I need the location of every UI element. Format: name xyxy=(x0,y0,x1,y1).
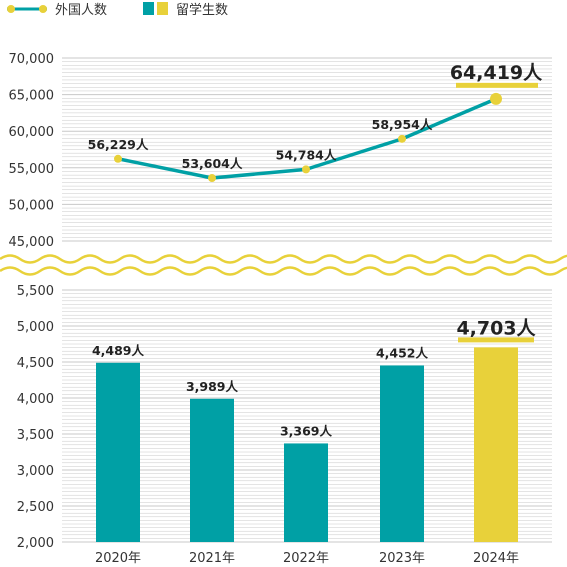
y-tick-label: 4,000 xyxy=(17,392,54,407)
line-series xyxy=(114,92,502,183)
x-tick-label: 2023年 xyxy=(379,551,425,566)
y-tick-label: 55,000 xyxy=(9,162,55,177)
y-tick-label: 5,500 xyxy=(17,284,54,299)
line-point xyxy=(490,92,502,105)
data-label: 58,954人 xyxy=(372,117,433,132)
data-label: 53,604人 xyxy=(182,156,243,171)
bar xyxy=(474,347,518,542)
line-point xyxy=(398,134,406,143)
data-label: 4,452人 xyxy=(376,345,429,360)
data-label: 4,489人 xyxy=(92,343,145,358)
legend-swatch-teal xyxy=(143,2,154,15)
bar-series xyxy=(96,347,518,542)
highlight-underline xyxy=(456,82,538,88)
break-wave-upper xyxy=(0,254,567,264)
axis-break-wave xyxy=(0,248,567,282)
legend-label-bars: 留学生数 xyxy=(176,2,228,18)
x-tick-label: 2021年 xyxy=(189,551,235,566)
break-wave-lower xyxy=(0,266,567,276)
data-label: 3,989人 xyxy=(186,379,239,394)
data-label: 64,419人 xyxy=(450,62,543,84)
x-tick-label: 2020年 xyxy=(95,551,141,566)
bar xyxy=(190,398,234,542)
line-point xyxy=(302,165,310,174)
axis-break-background xyxy=(0,248,567,282)
y-axis-ticks: 70,000 65,000 60,000 55,000 50,000 45,000 5,50… xyxy=(9,52,55,551)
data-label: 3,369人 xyxy=(280,423,333,438)
x-tick-label: 2024年 xyxy=(473,551,519,566)
y-tick-label: 60,000 xyxy=(9,125,55,140)
highlight-underline xyxy=(458,337,534,343)
y-tick-label: 45,000 xyxy=(9,235,55,250)
y-tick-label: 3,000 xyxy=(17,464,54,479)
data-labels: 56,229人 53,604人 54,784人 58,954人 64,419人 4,489… xyxy=(88,62,544,439)
y-tick-label: 4,500 xyxy=(17,356,54,371)
legend-swatch-yellow xyxy=(157,2,168,15)
legend-line-dot-end xyxy=(39,5,47,13)
line-point xyxy=(114,154,122,163)
y-tick-label: 50,000 xyxy=(9,198,55,213)
line-point xyxy=(208,174,216,183)
y-tick-label: 2,500 xyxy=(17,500,54,515)
y-tick-label: 3,500 xyxy=(17,428,54,443)
bar xyxy=(96,362,140,542)
y-tick-label: 2,000 xyxy=(17,536,54,551)
x-axis-labels: 2020年 2021年 2022年 2023年 2024年 xyxy=(95,551,519,566)
x-tick-label: 2022年 xyxy=(283,551,329,566)
data-label: 4,703人 xyxy=(456,317,536,339)
bar xyxy=(284,443,328,542)
y-tick-label: 70,000 xyxy=(9,52,55,67)
data-label: 56,229人 xyxy=(88,137,149,152)
y-tick-label: 65,000 xyxy=(9,89,55,104)
y-tick-label: 5,000 xyxy=(17,320,54,335)
legend: 外国人数 留学生数 xyxy=(7,2,228,18)
bar xyxy=(380,365,424,542)
legend-label-line: 外国人数 xyxy=(55,3,107,18)
legend-line-dot xyxy=(7,5,15,13)
data-label: 54,784人 xyxy=(276,147,337,162)
